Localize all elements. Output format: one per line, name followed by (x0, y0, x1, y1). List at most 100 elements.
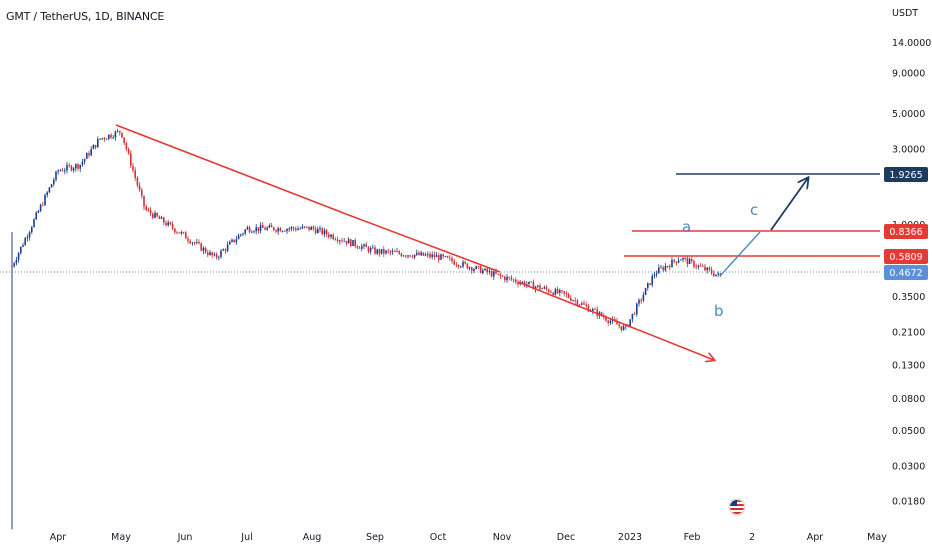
candle-body (605, 317, 607, 321)
price-tag-1-9265: 1.9265 (884, 167, 928, 182)
candle-body (187, 238, 189, 241)
candle-body (356, 246, 359, 248)
candle-body (299, 228, 301, 230)
candle-body (312, 226, 315, 229)
candle-body (673, 259, 675, 262)
candle-body (413, 254, 416, 258)
candle-body (242, 233, 244, 235)
candle-body (501, 275, 504, 277)
candle-body (600, 312, 603, 316)
candle-body (563, 291, 565, 294)
candle-body (394, 251, 396, 253)
candle-body (695, 266, 697, 268)
candle-body (446, 256, 449, 258)
candle-body (46, 192, 48, 195)
us-flag-icon[interactable] (728, 498, 746, 516)
candle-body (112, 137, 114, 139)
y-tick-label: 0.3500 (892, 292, 925, 303)
candle-body (706, 267, 708, 271)
candle-body (200, 243, 202, 251)
candle-body (457, 265, 460, 267)
candle-body (105, 138, 108, 140)
x-tick-label: 2023 (618, 532, 642, 543)
candle-body (114, 131, 117, 138)
candle-body (136, 177, 139, 186)
candle-body (240, 234, 242, 236)
candle-body (444, 256, 447, 258)
candle-body (495, 271, 497, 274)
candle-body (658, 267, 660, 274)
y-tick-label: 0.0800 (892, 394, 925, 405)
candle-body (143, 195, 145, 207)
candle-body (651, 276, 653, 285)
candle-body (367, 247, 370, 252)
candle-body (193, 242, 196, 244)
candle-body (512, 279, 515, 281)
candle-body (90, 148, 92, 156)
candle-body (22, 245, 24, 247)
candle-body (308, 226, 310, 230)
candle-body (537, 285, 539, 287)
candle-body (435, 255, 438, 258)
candle-body (583, 303, 585, 305)
candle-body (290, 227, 293, 229)
candle-body (59, 170, 62, 172)
candle-body (167, 222, 169, 226)
candle-body (352, 240, 354, 247)
candle-body (433, 254, 436, 258)
candle-body (259, 225, 262, 231)
candle-body (103, 137, 106, 139)
candle-body (358, 247, 361, 249)
candle-body (633, 313, 636, 315)
candle-body (286, 229, 288, 232)
candle-body (350, 239, 352, 247)
y-tick-label: 0.2100 (892, 327, 925, 338)
candle-body (130, 153, 132, 166)
candle-body (622, 326, 625, 331)
candle-body (253, 231, 255, 233)
candle-body (44, 194, 46, 206)
candle-body (664, 266, 667, 271)
candle-body (50, 184, 53, 188)
candle-body (215, 254, 218, 258)
candle-body (565, 293, 568, 295)
candle-body (418, 252, 420, 256)
candle-body (389, 251, 392, 253)
x-tick-label: Jun (177, 532, 193, 543)
candle-body (147, 209, 150, 211)
candle-body (497, 273, 499, 275)
candle-body (251, 231, 253, 233)
candle-body (165, 222, 167, 226)
candle-body (647, 283, 649, 288)
candle-body (556, 289, 559, 293)
candle-body (125, 143, 128, 150)
candle-body (149, 210, 152, 214)
candle-body (391, 251, 394, 253)
candle-body (438, 255, 440, 260)
candle-body (361, 246, 363, 249)
wave-label-c: c (750, 201, 758, 219)
candle-body (306, 226, 308, 228)
candle-body (220, 250, 222, 257)
candle-body (638, 299, 640, 304)
candle-body (53, 179, 55, 185)
candle-body (145, 206, 147, 210)
candle-body (484, 268, 486, 271)
candle-body (380, 248, 383, 254)
candle-body (345, 240, 348, 244)
candle-body (508, 276, 510, 278)
x-tick-label: Feb (684, 532, 701, 543)
candle-body (31, 227, 33, 233)
wave-label-a: a (682, 218, 691, 236)
candle-body (24, 238, 26, 246)
candle-body (317, 229, 319, 234)
candle-body (486, 268, 488, 273)
candle-body (400, 253, 403, 257)
candle-body (688, 259, 691, 265)
x-tick-label: Aug (303, 532, 322, 543)
candle-body (97, 139, 99, 148)
candle-body (222, 249, 224, 251)
y-tick-label: 0.0300 (892, 461, 925, 472)
candle-body (224, 249, 227, 251)
